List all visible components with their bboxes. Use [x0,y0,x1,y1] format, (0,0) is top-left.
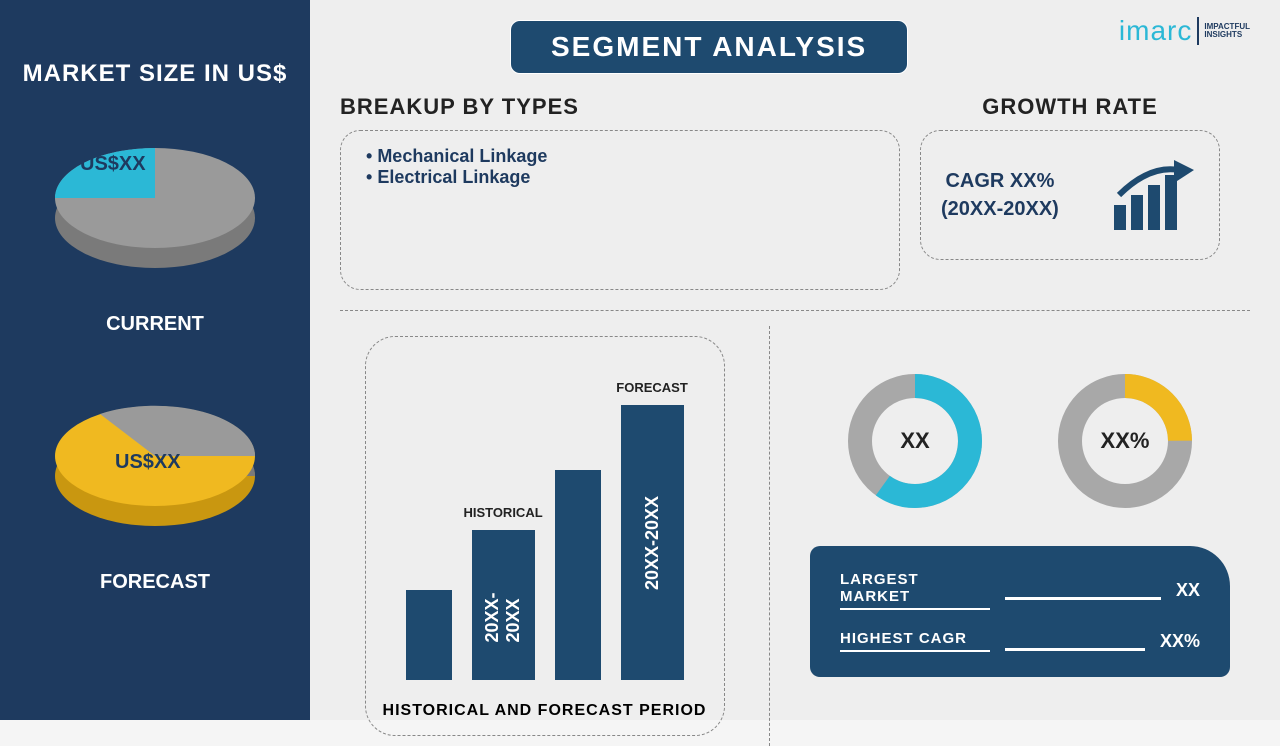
header-title: SEGMENT ANALYSIS [510,20,908,74]
metric-bar [1005,648,1145,651]
metric-label: HIGHEST CAGR [840,630,990,652]
growth-section: GROWTH RATE CAGR XX% (20XX-20XX) [920,94,1220,260]
logo-tagline: IMPACTFUL INSIGHTS [1204,23,1250,39]
divider [340,310,1250,311]
main-panel: SEGMENT ANALYSIS imarc IMPACTFUL INSIGHT… [310,0,1280,720]
metric-bar [1005,597,1161,600]
pie-forecast: US$XX [30,376,280,556]
donut-1-value: XX [900,428,929,454]
bar: 20XX-20XXFORECAST [621,405,684,680]
breakup-section: BREAKUP BY TYPES Mechanical Linkage Elec… [340,94,900,290]
pie-current: US$XX [30,118,280,298]
list-item: Mechanical Linkage [366,146,874,167]
pie-forecast-value: US$XX [115,451,181,474]
pie-current-label: CURRENT [106,313,204,336]
metric-value: XX% [1160,631,1200,652]
donut-1: XX [840,366,990,516]
logo-divider [1197,17,1199,45]
growth-box: CAGR XX% (20XX-20XX) [920,130,1220,260]
donut-2: XX% [1050,366,1200,516]
chart-caption: HISTORICAL AND FORECAST PERIOD [366,702,724,720]
metrics-box: LARGEST MARKET XX HIGHEST CAGR XX% [810,546,1230,677]
metric-value: XX [1176,580,1200,601]
sidebar: MARKET SIZE IN US$ US$XX CURRENT US$XX F… [0,0,310,720]
pie-current-value: US$XX [80,153,146,176]
pie-forecast-label: FORECAST [100,571,210,594]
bar [406,590,452,680]
bar-chart: 20XX-20XXHISTORICAL 20XX-20XXFORECAST HIS… [365,336,725,736]
list-item: Electrical Linkage [366,167,874,188]
metric-row: LARGEST MARKET XX [840,571,1200,610]
breakup-title: BREAKUP BY TYPES [340,94,900,120]
donut-2-value: XX% [1101,428,1150,454]
sidebar-title: MARKET SIZE IN US$ [23,60,288,88]
growth-title: GROWTH RATE [920,94,1220,120]
bar: 20XX-20XXHISTORICAL [472,530,535,680]
growth-icon [1109,155,1199,235]
bar [555,470,601,680]
breakup-box: Mechanical Linkage Electrical Linkage [340,130,900,290]
growth-text: CAGR XX% (20XX-20XX) [941,167,1059,223]
brand-logo: imarc IMPACTFUL INSIGHTS [1119,15,1250,47]
bar-chart-panel: 20XX-20XXHISTORICAL 20XX-20XXFORECAST HIS… [340,326,770,746]
breakup-list: Mechanical Linkage Electrical Linkage [366,146,874,188]
metric-label: LARGEST MARKET [840,571,990,610]
right-panel: XX XX% LARGEST MARKET XX HIGHEST [770,326,1250,746]
metric-row: HIGHEST CAGR XX% [840,630,1200,652]
logo-text: imarc [1119,15,1192,47]
